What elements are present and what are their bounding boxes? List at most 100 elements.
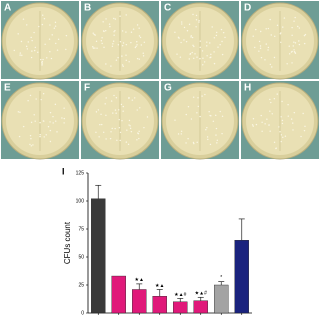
colony [193, 57, 195, 60]
colony [100, 113, 102, 115]
colony [224, 36, 226, 39]
colony [294, 42, 297, 44]
colony [191, 51, 193, 54]
colony [25, 45, 28, 48]
colony [112, 40, 115, 42]
colony [112, 112, 114, 114]
colony [215, 134, 217, 136]
colony [209, 143, 212, 146]
colony [120, 103, 123, 106]
colony [180, 41, 182, 44]
colony [27, 41, 29, 43]
colony [130, 31, 133, 33]
colony [143, 126, 145, 129]
colony [304, 125, 306, 128]
colony [192, 141, 195, 144]
colony [213, 62, 216, 65]
colony [217, 46, 219, 48]
colony [21, 54, 23, 57]
colony [129, 127, 132, 130]
colony [196, 112, 198, 114]
colony [139, 36, 142, 39]
colony [119, 15, 121, 17]
colony [304, 33, 307, 36]
colony [287, 104, 289, 106]
colony [183, 39, 185, 41]
error-bar [95, 184, 102, 199]
colony [187, 138, 189, 140]
colony [300, 135, 302, 138]
colony [293, 111, 296, 114]
bar [234, 239, 249, 314]
colony [298, 40, 300, 42]
colony [49, 121, 51, 123]
colony [216, 142, 218, 144]
colony [185, 142, 187, 144]
bar [111, 275, 126, 314]
colony [37, 51, 39, 54]
colony [190, 118, 193, 120]
colony [109, 137, 112, 140]
colony [181, 23, 183, 25]
colony [292, 45, 294, 47]
y-tick-label: 75 [78, 226, 84, 232]
colony [41, 61, 43, 64]
colony [47, 125, 50, 128]
colony [102, 30, 105, 32]
colony [54, 25, 57, 27]
colony [115, 112, 117, 114]
colony [273, 141, 276, 144]
colony [128, 124, 130, 126]
colony [140, 44, 143, 46]
colony [26, 48, 29, 50]
colony [269, 18, 271, 21]
colony [192, 44, 194, 47]
colony [52, 122, 54, 124]
colony [260, 56, 263, 59]
colony [65, 48, 67, 51]
colony [276, 24, 279, 27]
colony [61, 117, 63, 119]
colony [199, 40, 201, 42]
colony [269, 63, 272, 66]
colony [125, 31, 127, 33]
colony [178, 37, 180, 39]
colony [31, 39, 33, 42]
colony [49, 111, 52, 114]
colony [275, 147, 277, 150]
colony [192, 96, 195, 98]
panel-label: G [164, 83, 172, 94]
colony [146, 116, 149, 118]
colony [56, 49, 59, 51]
colony [115, 59, 118, 61]
colony [30, 56, 33, 59]
significance-label: ★▲ [155, 283, 164, 289]
colony [97, 109, 100, 111]
colony [280, 140, 282, 143]
colony [269, 130, 271, 132]
colony [264, 123, 266, 125]
colony [96, 47, 98, 49]
colony [281, 100, 283, 103]
colony [290, 118, 293, 120]
colony [38, 25, 40, 28]
colony [104, 103, 106, 105]
colony [222, 31, 225, 34]
colony [114, 29, 116, 32]
colony [136, 44, 138, 46]
colony [195, 26, 197, 28]
y-tick-label: 100 [76, 198, 85, 204]
colony [268, 124, 270, 126]
colony [193, 142, 195, 145]
colony [202, 64, 204, 66]
colony [26, 24, 28, 26]
colony [215, 114, 217, 117]
colony [286, 63, 288, 65]
colony [17, 111, 20, 113]
colony [22, 18, 25, 20]
colony [31, 50, 33, 52]
colony [303, 42, 306, 45]
colony [94, 34, 96, 36]
colony [41, 64, 43, 66]
colony [206, 41, 208, 43]
